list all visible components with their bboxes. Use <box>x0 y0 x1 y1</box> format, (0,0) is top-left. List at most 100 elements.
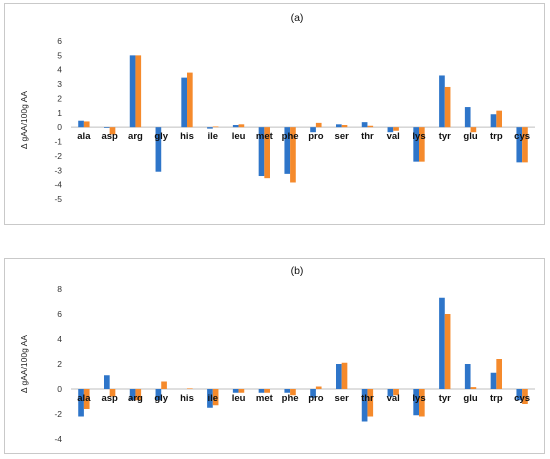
chart-a-y-tick-label: 6 <box>57 36 62 46</box>
chart-a-y-tick-label: -4 <box>54 180 62 190</box>
chart-b-bar-ala-series-1 <box>78 389 84 417</box>
chart-a-y-axis-label: Δ gAA/100g AA <box>19 91 29 149</box>
chart-a-category-label: leu <box>232 131 246 142</box>
chart-b-y-tick-label: 2 <box>57 359 62 369</box>
chart-b-y-axis-label: Δ gAA/100g AA <box>19 335 29 393</box>
chart-a-bar-ala-series-2 <box>83 121 90 128</box>
chart-b-category-label: asp <box>101 393 118 404</box>
chart-b-title: (b) <box>291 265 304 277</box>
chart-b-category-label: lys <box>412 393 425 404</box>
chart-b-bar-his-series-2 <box>187 388 193 390</box>
chart-a-bar-trp-series-2 <box>496 110 502 128</box>
chart-a-bar-trp-series-1 <box>490 114 497 128</box>
chart-a: (a) Δ gAA/100g AA -5 -4 -3 -2 -1 0 1 2 3 4 5 6 ala asp a… <box>19 12 535 204</box>
chart-a-bar-leu-series-2 <box>238 124 245 128</box>
chart-a-bar-gly-series-1 <box>155 127 162 172</box>
chart-a-bar-lys-series-2 <box>419 127 425 162</box>
chart-b-bar-val-series-2 <box>393 389 399 396</box>
chart-a-bar-leu-series-1 <box>232 125 239 128</box>
chart-a-bar-pro-series-2 <box>315 122 322 128</box>
chart-a-bar-met-series-1 <box>258 127 265 177</box>
chart-a-category-label: arg <box>128 131 143 142</box>
chart-b-bar-lys-series-2 <box>419 389 425 417</box>
chart-a-y-tick-label: 0 <box>57 122 62 132</box>
chart-b-bar-thr-series-2 <box>367 389 374 417</box>
chart-a-y-tick-label: 1 <box>57 108 62 118</box>
chart-a-category-label: val <box>387 131 400 142</box>
chart-a-category-label: thr <box>361 131 374 142</box>
chart-a-category-label: met <box>256 131 274 142</box>
chart-panel-a: (a) Δ gAA/100g AA -5 -4 -3 -2 -1 0 1 2 3 4 5 6 ala asp a… <box>4 3 545 225</box>
chart-a-bar-val-series-1 <box>387 127 394 133</box>
chart-a-bar-lys-series-1 <box>413 127 419 162</box>
chart-b-bar-cys-series-1 <box>516 389 523 401</box>
chart-a-category-label: lys <box>412 131 425 142</box>
chart-a-bar-val-series-2 <box>393 127 399 131</box>
chart-a-bar-asp-series-2 <box>109 127 116 135</box>
chart-b-bar-ile-series-2 <box>212 389 219 406</box>
chart-b: (b) Δ gAA/100g AA -4 -2 0 2 4 6 8 ala asp arg gly his… <box>19 265 535 444</box>
chart-a-bar-ser-series-1 <box>336 124 342 128</box>
chart-b-category-label: ser <box>335 393 350 404</box>
chart-a-y-tick-label: 3 <box>57 79 62 89</box>
chart-a-category-label: ser <box>335 131 350 142</box>
chart-b-bar-phe-series-1 <box>284 389 291 393</box>
chart-b-category-label: val <box>387 393 400 404</box>
chart-b-y-tick-label: 4 <box>57 334 62 344</box>
chart-b-category-label: ala <box>77 393 91 404</box>
chart-b-bar-asp-series-2 <box>109 389 116 397</box>
chart-a-bar-glu-series-2 <box>470 127 477 133</box>
chart-a-category-label: pro <box>308 131 324 142</box>
chart-panel-b: (b) Δ gAA/100g AA -4 -2 0 2 4 6 8 ala asp arg gly his… <box>4 258 545 454</box>
chart-a-bar-arg-series-2 <box>135 55 142 128</box>
chart-b-bar-ala-series-2 <box>83 389 90 409</box>
chart-b-y-tick-label: 6 <box>57 309 62 319</box>
chart-a-category-label: gly <box>154 131 168 142</box>
chart-b-category-label: glu <box>463 393 477 404</box>
chart-a-bar-asp-series-1 <box>104 127 110 128</box>
chart-a-category-label: glu <box>463 131 477 142</box>
chart-a-y-tick-label: -2 <box>54 151 62 161</box>
chart-a-category-label: cys <box>514 131 530 142</box>
chart-a-bar-thr-series-2 <box>367 125 374 128</box>
chart-a-bar-ile-series-1 <box>207 127 213 129</box>
chart-b-bar-tyr-series-1 <box>439 297 445 389</box>
chart-a-y-tick-label: 2 <box>57 93 62 103</box>
chart-a-y-tick-label: 5 <box>57 50 62 60</box>
chart-b-bar-glu-series-2 <box>470 387 477 390</box>
chart-b-category-label: tyr <box>439 393 451 404</box>
chart-b-bar-lys-series-1 <box>413 389 419 416</box>
chart-b-category-label: pro <box>308 393 324 404</box>
chart-b-category-label: leu <box>232 393 246 404</box>
chart-a-title: (a) <box>291 12 304 24</box>
chart-b-bar-trp-series-1 <box>490 372 497 389</box>
chart-b-bar-ile-series-1 <box>207 389 213 408</box>
chart-b-bar-thr-series-1 <box>361 389 368 422</box>
chart-a-bar-ser-series-2 <box>341 125 348 128</box>
chart-b-category-label: phe <box>282 393 299 404</box>
chart-a-bar-cys-series-1 <box>516 127 523 163</box>
chart-b-bar-leu-series-2 <box>238 389 245 393</box>
chart-b-y-tick-label: 8 <box>57 284 62 294</box>
chart-a-y-tick-label: -5 <box>54 194 62 204</box>
chart-a-category-label: phe <box>282 131 299 142</box>
chart-a-bar-thr-series-1 <box>361 122 368 128</box>
chart-b-bar-phe-series-2 <box>290 389 296 396</box>
chart-a-bar-tyr-series-1 <box>439 75 445 128</box>
chart-b-y-tick-label: 0 <box>57 384 62 394</box>
chart-b-bar-pro-series-2 <box>315 386 322 389</box>
chart-b-bar-met-series-1 <box>258 389 265 393</box>
chart-a-y-tick-label: -3 <box>54 165 62 175</box>
chart-a-category-label: ala <box>77 131 91 142</box>
chart-a-category-label: ile <box>207 131 218 142</box>
chart-a-bar-ala-series-1 <box>78 120 84 128</box>
chart-a-bar-pro-series-1 <box>310 127 316 133</box>
chart-b-bar-cys-series-2 <box>522 389 528 404</box>
chart-a-bar-ile-series-2 <box>212 126 219 128</box>
chart-b-bar-leu-series-1 <box>232 389 239 393</box>
chart-a-bar-tyr-series-2 <box>444 86 451 128</box>
chart-b-category-label: thr <box>361 393 374 404</box>
chart-a-category-label: asp <box>101 131 118 142</box>
chart-a-category-label: his <box>180 131 194 142</box>
chart-b-bar-glu-series-1 <box>464 364 471 389</box>
